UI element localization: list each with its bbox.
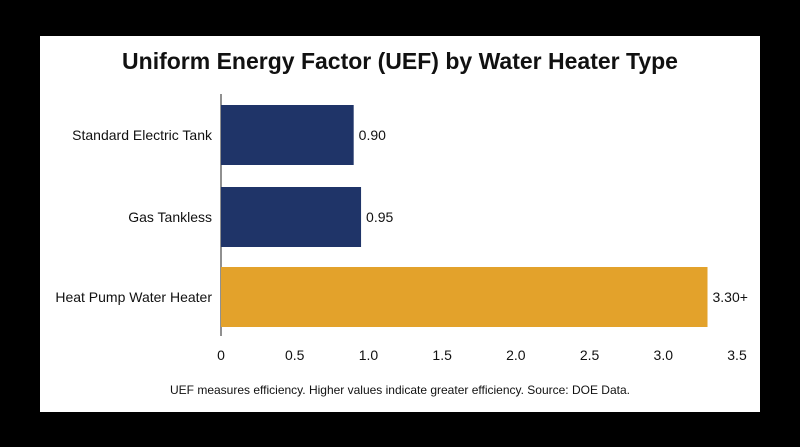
bar-standard-electric-tank <box>221 105 354 165</box>
x-tick-label: 1.0 <box>359 347 379 363</box>
x-tick-label: 3.5 <box>727 347 747 363</box>
value-label-heat-pump-water-heater: 3.30+ <box>713 289 748 305</box>
category-label-gas-tankless: Gas Tankless <box>128 209 212 225</box>
x-tick-label: 2.5 <box>580 347 600 363</box>
value-label-gas-tankless: 0.95 <box>366 209 393 225</box>
category-label-standard-electric-tank: Standard Electric Tank <box>72 127 213 143</box>
bar-gas-tankless <box>221 187 362 247</box>
chart-footnote: UEF measures efficiency. Higher values i… <box>170 383 630 397</box>
bars-group: Standard Electric Tank 0.90 Gas Tankless 0.… <box>55 105 748 327</box>
bar-chart: Standard Electric Tank 0.90 Gas Tankless 0.… <box>55 94 748 363</box>
value-label-standard-electric-tank: 0.90 <box>359 127 386 143</box>
bar-heat-pump-water-heater <box>221 267 708 327</box>
x-tick-label: 3.0 <box>654 347 674 363</box>
x-axis-ticks: 0 0.5 1.0 1.5 2.0 2.5 3.0 3.5 <box>217 347 747 363</box>
x-tick-label: 1.5 <box>432 347 452 363</box>
x-tick-label: 0 <box>217 347 225 363</box>
chart-title: Uniform Energy Factor (UEF) by Water Hea… <box>122 48 678 74</box>
x-tick-label: 2.0 <box>506 347 526 363</box>
x-tick-label: 0.5 <box>285 347 305 363</box>
category-label-heat-pump-water-heater: Heat Pump Water Heater <box>55 289 212 305</box>
chart-card: Uniform Energy Factor (UEF) by Water Hea… <box>40 36 760 412</box>
